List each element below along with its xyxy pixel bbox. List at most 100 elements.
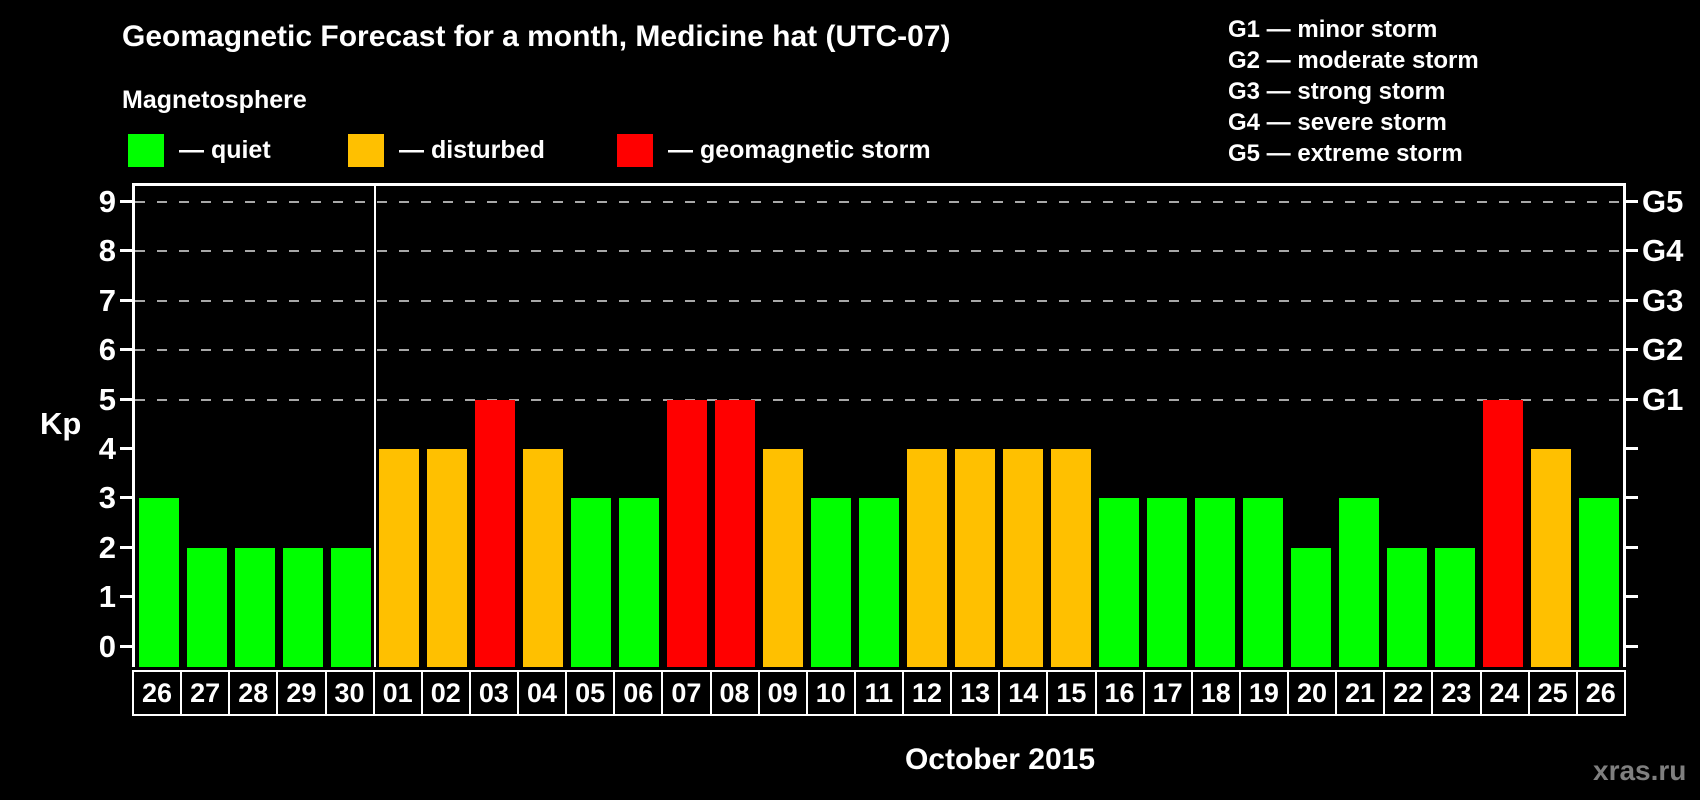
kp-bar-01 — [379, 449, 419, 667]
y-axis-label-2: 2 — [98, 529, 116, 565]
date-cell-11: 11 — [853, 670, 904, 716]
left-axis-tick-0 — [120, 644, 132, 648]
g5-legend-line: G5 — extreme storm — [1228, 140, 1463, 167]
month-separator-line — [374, 186, 376, 667]
date-axis: 26 27 28 29 30 01 02 03 04 05 06 07 08 09 10 11 12 13 14 15… — [132, 670, 1626, 716]
legend-item-disturbed: — disturbed — [348, 134, 545, 167]
date-cell-07: 07 — [661, 670, 712, 716]
y-axis-label-5: 5 — [98, 381, 116, 417]
quiet-color-swatch — [128, 134, 164, 167]
g4-legend-line: G4 — severe storm — [1228, 109, 1447, 136]
right-axis-tick-9 — [1626, 200, 1638, 203]
kp-bar-19 — [1243, 498, 1283, 667]
kp-bar-05 — [571, 498, 611, 667]
quiet-legend-label: — quiet — [179, 136, 271, 164]
right-axis-tick-0 — [1626, 644, 1638, 648]
kp-axis-label: Kp — [40, 406, 82, 441]
kp-bar-20 — [1291, 547, 1331, 667]
date-cell-21: 21 — [1335, 670, 1386, 716]
kp-bar-28 — [235, 547, 275, 667]
date-cell-24: 24 — [1479, 670, 1530, 716]
date-cell-13: 13 — [950, 670, 1001, 716]
kp-bar-09 — [763, 449, 803, 667]
storm-legend-label: — geomagnetic storm — [668, 136, 931, 164]
date-cell-16: 16 — [1094, 670, 1145, 716]
kp-bar-14 — [1003, 449, 1043, 667]
kp-bar-03 — [475, 399, 515, 667]
g-axis-label-g1: G1 — [1642, 381, 1684, 417]
g-axis-label-g4: G4 — [1642, 233, 1684, 269]
date-cell-08: 08 — [709, 670, 760, 716]
left-axis-tick-5 — [120, 397, 132, 401]
date-cell-26: 26 — [1575, 670, 1626, 716]
date-cell-10: 10 — [805, 670, 856, 716]
kp-bar-25 — [1531, 449, 1571, 667]
legend-item-quiet: — quiet — [128, 134, 271, 167]
disturbed-color-swatch — [348, 134, 384, 167]
right-axis-tick-3 — [1626, 496, 1638, 500]
kp-bar-23 — [1435, 547, 1475, 667]
kp-bar-11 — [859, 498, 899, 667]
right-axis-tick-8 — [1626, 249, 1638, 253]
watermark: xras.ru — [1593, 755, 1687, 786]
date-cell-17: 17 — [1142, 670, 1193, 716]
kp-bar-30 — [331, 547, 371, 667]
date-cell-19: 19 — [1238, 670, 1289, 716]
gridline-kp7 — [135, 299, 1623, 302]
date-cell-12: 12 — [902, 670, 953, 716]
kp-bar-18 — [1195, 498, 1235, 667]
date-cell-29: 29 — [276, 670, 327, 716]
kp-bar-08 — [715, 399, 755, 667]
g3-legend-line: G3 — strong storm — [1228, 78, 1446, 105]
left-axis-tick-4 — [120, 447, 132, 450]
date-cell-25: 25 — [1527, 670, 1578, 716]
y-axis-label-8: 8 — [98, 233, 116, 269]
right-axis-tick-7 — [1626, 298, 1638, 302]
date-cell-14: 14 — [998, 670, 1049, 716]
y-axis-label-6: 6 — [98, 332, 116, 368]
date-cell-05: 05 — [565, 670, 616, 716]
left-axis-tick-3 — [120, 496, 132, 500]
left-axis-tick-1 — [120, 595, 132, 599]
y-axis-label-7: 7 — [98, 282, 116, 318]
kp-bar-22 — [1387, 547, 1427, 667]
date-cell-04: 04 — [517, 670, 568, 716]
kp-bar-13 — [955, 449, 995, 667]
gridline-kp9 — [135, 201, 1623, 203]
kp-bar-04 — [523, 449, 563, 667]
page-title: Geomagnetic Forecast for a month, Medici… — [122, 20, 951, 53]
kp-bar-16 — [1099, 498, 1139, 667]
date-cell-18: 18 — [1190, 670, 1241, 716]
kp-bar-06 — [619, 498, 659, 667]
kp-bar-29 — [283, 547, 323, 667]
right-axis-tick-4 — [1626, 447, 1638, 450]
date-cell-28: 28 — [228, 670, 279, 716]
right-axis-tick-5 — [1626, 397, 1638, 401]
right-axis-tick-1 — [1626, 595, 1638, 599]
kp-bar-21 — [1339, 498, 1379, 667]
date-cell-15: 15 — [1046, 670, 1097, 716]
g-axis-label-g3: G3 — [1642, 282, 1684, 318]
y-axis-label-9: 9 — [98, 184, 116, 219]
left-axis-tick-2 — [120, 545, 132, 549]
date-cell-06: 06 — [613, 670, 664, 716]
date-cell-23: 23 — [1431, 670, 1482, 716]
y-axis-label-0: 0 — [98, 628, 116, 664]
kp-bar-07 — [667, 399, 707, 667]
gridline-kp8 — [135, 250, 1623, 253]
date-cell-09: 09 — [757, 670, 808, 716]
disturbed-legend-label: — disturbed — [399, 136, 545, 164]
date-cell-02: 02 — [420, 670, 471, 716]
kp-bar-24 — [1483, 399, 1523, 667]
date-cell-22: 22 — [1383, 670, 1434, 716]
left-axis-tick-6 — [120, 348, 132, 352]
g-axis-label-g2: G2 — [1642, 332, 1684, 368]
date-cell-26: 26 — [132, 670, 183, 716]
gridline-kp6 — [135, 349, 1623, 352]
legend-item-storm: — geomagnetic storm — [617, 134, 931, 167]
date-cell-01: 01 — [372, 670, 423, 716]
date-cell-03: 03 — [468, 670, 519, 716]
month-label: October 2015 — [904, 743, 1096, 776]
y-axis-label-1: 1 — [98, 579, 116, 615]
